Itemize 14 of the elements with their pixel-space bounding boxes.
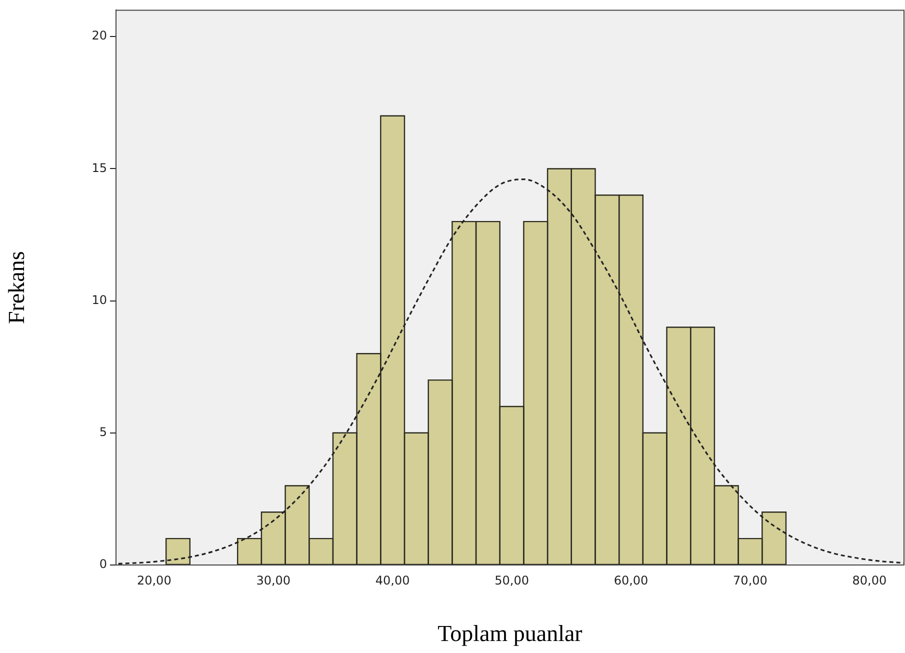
y-tick-label: 5: [99, 425, 107, 440]
y-axis-title: Frekans: [4, 251, 29, 324]
y-tick-label: 0: [99, 557, 107, 572]
y-tick-label: 10: [92, 292, 107, 307]
x-tick-label: 50,00: [494, 573, 529, 588]
x-tick-label: 30,00: [256, 573, 291, 588]
x-tick-label: 20,00: [136, 573, 172, 588]
x-axis-title: Toplam puanlar: [438, 621, 583, 646]
y-tick-label: 20: [92, 28, 107, 43]
x-tick-label: 60,00: [614, 573, 648, 588]
y-tick-label: 15: [92, 160, 107, 175]
x-tick-label: 70,00: [733, 573, 768, 588]
x-tick-label: 40,00: [375, 573, 410, 588]
x-tick-label: 80,00: [852, 573, 887, 588]
